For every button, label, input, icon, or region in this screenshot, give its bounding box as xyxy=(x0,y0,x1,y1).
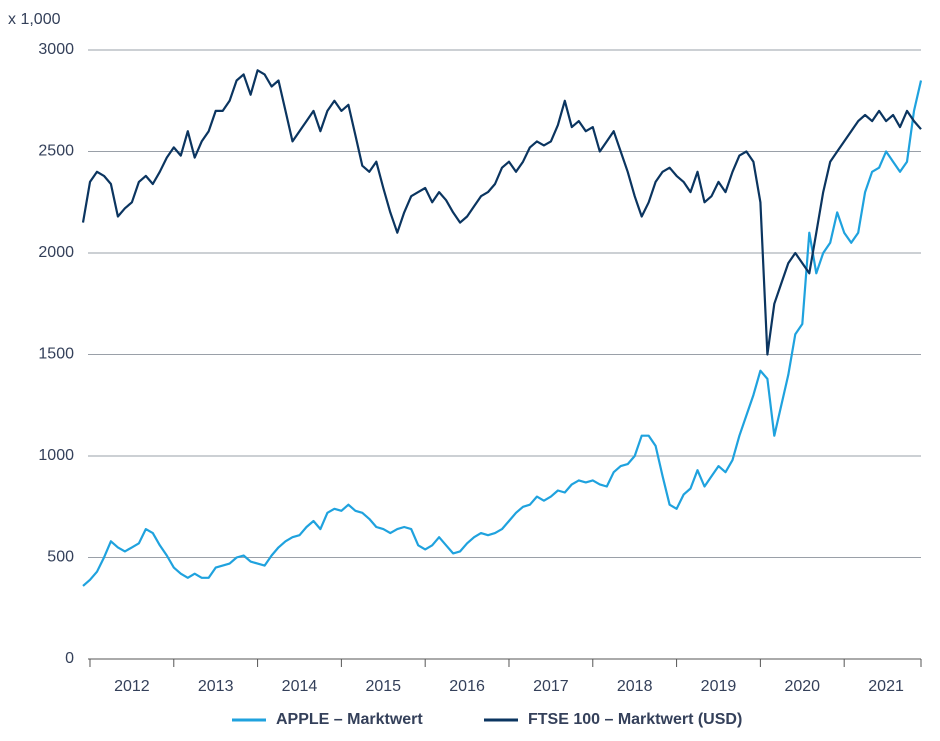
x-tick-label: 2013 xyxy=(198,678,234,695)
x-tick-label: 2020 xyxy=(784,678,820,695)
x-tick-label: 2018 xyxy=(617,678,653,695)
x-tick-label: 2019 xyxy=(701,678,737,695)
x-tick-label: 2015 xyxy=(365,678,401,695)
series-line xyxy=(81,69,922,356)
legend-label: APPLE – Marktwert xyxy=(276,711,423,728)
y-unit-label: x 1,000 xyxy=(8,11,61,28)
x-tick-label: 2017 xyxy=(533,678,569,695)
series-line xyxy=(82,80,923,587)
y-tick-label: 3000 xyxy=(38,41,74,58)
y-tick-label: 2500 xyxy=(38,143,74,160)
x-tick-label: 2016 xyxy=(449,678,485,695)
y-tick-label: 1000 xyxy=(38,447,74,464)
y-tick-label: 500 xyxy=(47,549,74,566)
y-tick-label: 1500 xyxy=(38,346,74,363)
legend-label: FTSE 100 – Marktwert (USD) xyxy=(528,711,742,728)
y-tick-label: 2000 xyxy=(38,244,74,261)
x-tick-label: 2021 xyxy=(868,678,904,695)
y-tick-label: 0 xyxy=(65,650,74,667)
x-tick-label: 2012 xyxy=(114,678,150,695)
x-tick-label: 2014 xyxy=(282,678,318,695)
